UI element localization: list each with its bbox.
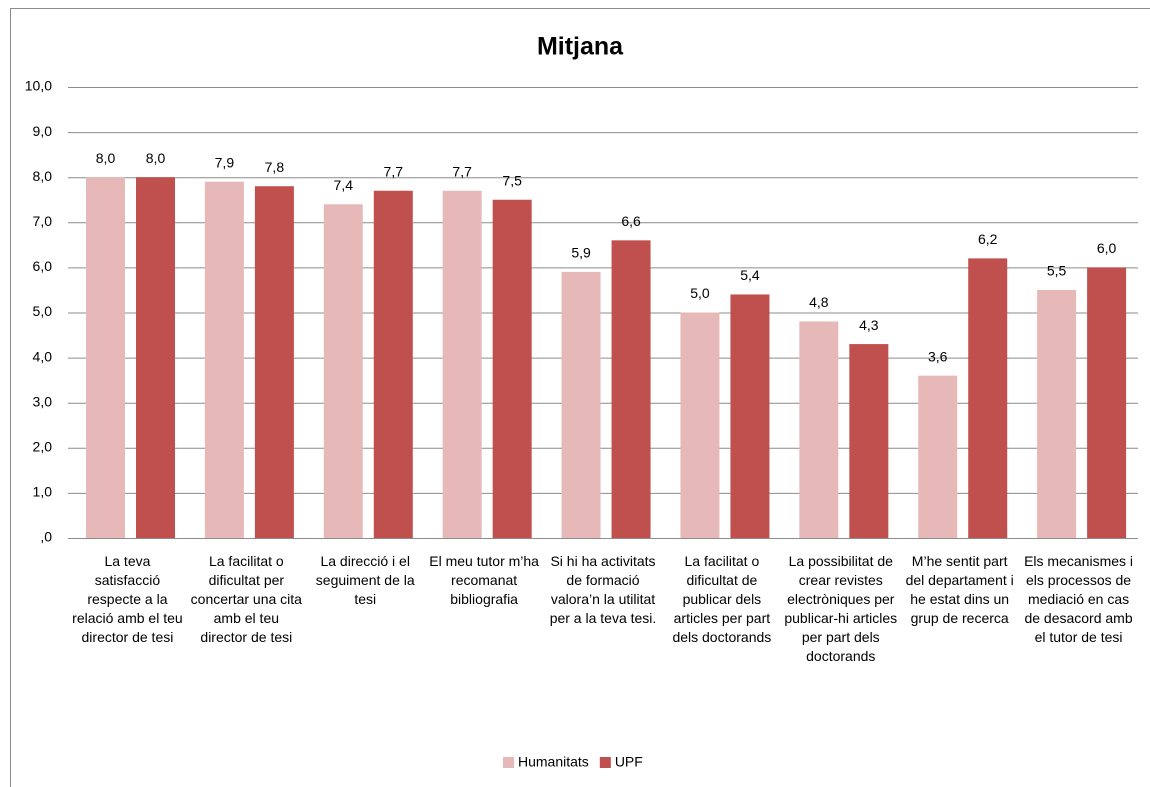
chart-title: Mitjana <box>537 33 624 61</box>
data-label: 6,0 <box>1097 240 1117 256</box>
data-label: 7,7 <box>452 163 472 179</box>
y-tick-label: 3,0 <box>33 393 53 409</box>
x-tick-label: La possibilitat de crear revistes electròn… <box>784 553 897 664</box>
bar <box>730 294 770 538</box>
data-label: 7,8 <box>265 159 285 175</box>
y-tick-label: 6,0 <box>33 258 53 274</box>
bar <box>254 186 294 538</box>
data-label: 7,4 <box>334 177 354 193</box>
data-label: 8,0 <box>146 150 166 166</box>
data-label: 6,6 <box>621 213 641 229</box>
y-tick-label: 7,0 <box>33 213 53 229</box>
legend-label: Humanitats <box>518 754 589 770</box>
legend-label: UPF <box>615 754 643 770</box>
bar <box>323 204 363 538</box>
data-label: 5,9 <box>571 245 591 261</box>
legend-swatch <box>503 757 514 768</box>
x-tick-label: La teva satisfacció respecte a la relació a… <box>72 553 183 645</box>
y-tick-label: 4,0 <box>33 348 53 364</box>
bar <box>611 240 651 538</box>
x-tick-label: La direcció i el seguiment de la tesi <box>316 553 415 607</box>
bar <box>373 190 413 539</box>
data-label: 8,0 <box>96 150 116 166</box>
y-tick-label: 5,0 <box>33 303 53 319</box>
bar <box>849 344 889 538</box>
data-label: 4,8 <box>809 294 829 310</box>
data-label: 6,2 <box>978 231 998 247</box>
y-tick-label: 9,0 <box>33 123 53 139</box>
data-label: 4,3 <box>859 317 879 333</box>
y-tick-label: 1,0 <box>33 484 53 500</box>
bar <box>442 190 482 539</box>
bar <box>561 271 601 538</box>
y-tick-label: ,0 <box>40 529 52 545</box>
data-label: 5,0 <box>690 285 710 301</box>
x-tick-label: La facilitat o dificultat per concertar un… <box>191 553 302 645</box>
data-label: 7,7 <box>384 163 404 179</box>
bar <box>680 312 720 538</box>
bar <box>918 375 958 538</box>
bar <box>1037 289 1077 538</box>
data-label: 3,6 <box>928 348 948 364</box>
x-tick-label: El meu tutor m’ha recomanat bibliografia <box>429 553 539 607</box>
data-label: 7,9 <box>215 154 235 170</box>
data-label: 7,5 <box>502 172 522 188</box>
x-tick-label: M’he sentit part del departament i he esta… <box>906 553 1014 626</box>
bar <box>86 177 125 538</box>
y-tick-label: 8,0 <box>33 168 53 184</box>
x-tick-label: La facilitat o dificultat de publicar dels… <box>672 553 771 645</box>
legend-swatch <box>599 757 611 768</box>
bar <box>968 258 1008 538</box>
bar <box>799 321 839 538</box>
x-tick-label: Els mecanismes i els processos de mediació… <box>1024 553 1133 645</box>
data-label: 5,5 <box>1047 263 1067 279</box>
bar <box>492 199 532 538</box>
data-label: 5,4 <box>740 267 760 283</box>
y-tick-label: 2,0 <box>33 439 53 455</box>
bar <box>204 181 244 538</box>
bar <box>136 177 175 538</box>
bar <box>1087 267 1127 538</box>
x-tick-label: Si hi ha activitats de formació valora’n l… <box>550 553 657 626</box>
y-tick-label: 10,0 <box>25 78 52 94</box>
